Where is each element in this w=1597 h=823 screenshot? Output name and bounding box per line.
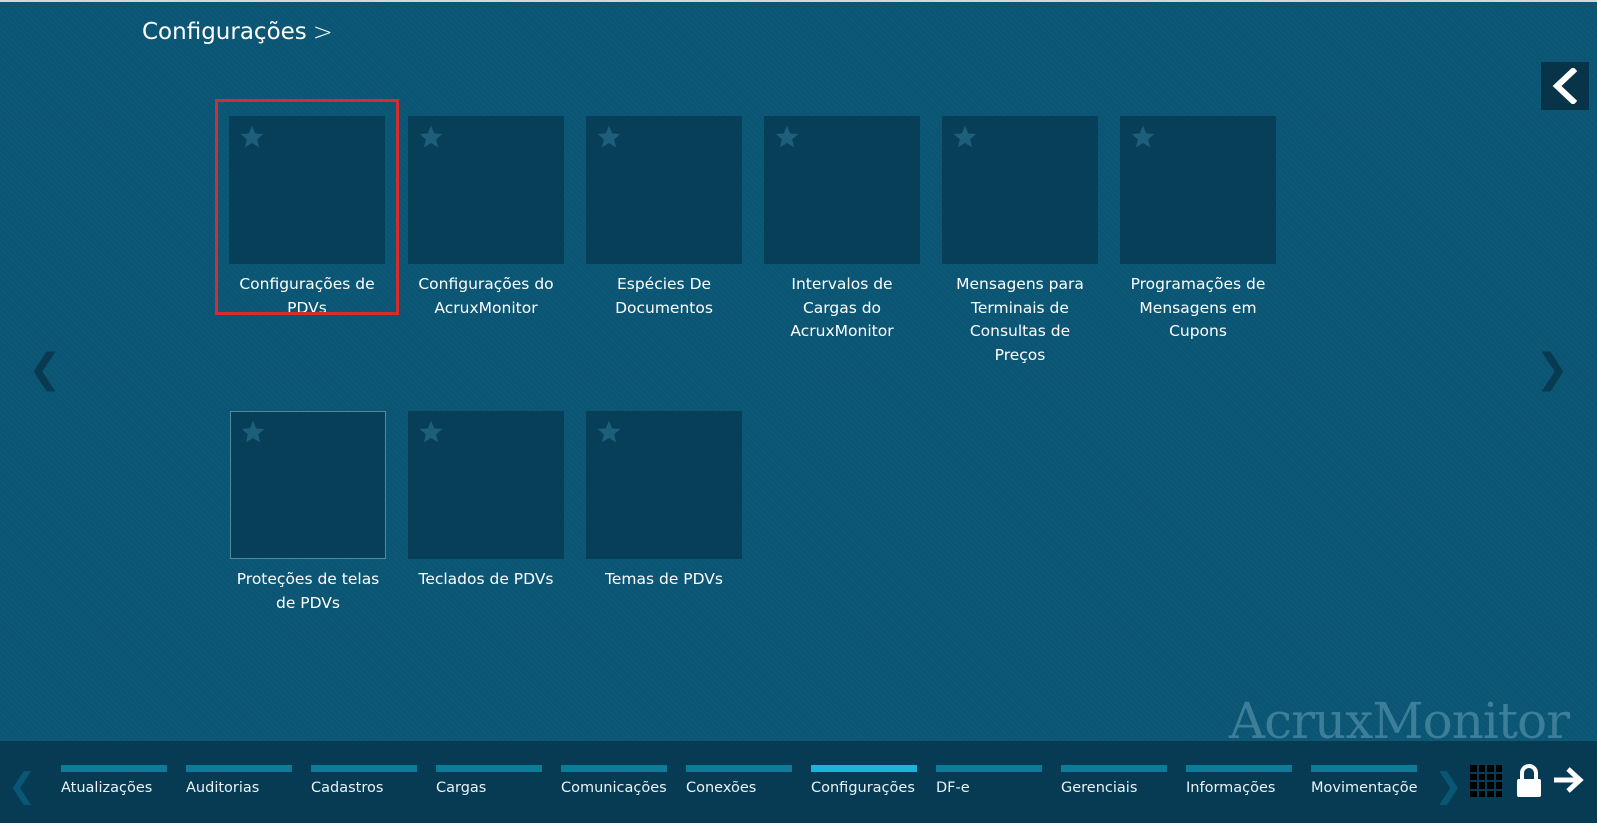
star-icon[interactable] [774,124,800,150]
nav-item-cargas[interactable]: Cargas [436,765,542,796]
page-title[interactable]: Configurações > [142,18,333,46]
bottom-nav-bar: ❮ Atualizações Auditorias Cadastros Carg… [0,741,1597,823]
star-icon[interactable] [418,124,444,150]
nav-item-auditorias[interactable]: Auditorias [186,765,292,796]
tile-protecoes-de-telas[interactable]: Proteções de telas de PDVs [219,411,397,615]
page-title-text: Configurações [142,19,307,45]
tile-box [230,411,386,559]
nav-scroll-right-arrow[interactable]: ❯ [1434,766,1463,806]
nav-item-label: Auditorias [186,780,260,796]
star-icon[interactable] [596,419,622,445]
star-icon[interactable] [596,124,622,150]
tile-intervalos-de-cargas[interactable]: Intervalos de Cargas do AcruxMonitor [753,116,931,344]
tile-box [408,116,564,264]
nav-item-label: Cargas [436,780,487,796]
tile-box [229,116,385,264]
tile-teclados-de-pdvs[interactable]: Teclados de PDVs [397,411,575,592]
lock-icon[interactable] [1515,763,1543,799]
nav-item-label: DF-e [936,780,970,796]
next-page-arrow[interactable]: ❯ [1535,346,1569,392]
tile-label: Proteções de telas de PDVs [236,570,380,612]
star-icon[interactable] [418,419,444,445]
nav-item-conexoes[interactable]: Conexões [686,765,792,796]
acruxmonitor-watermark: AcruxMonitor [1228,692,1570,750]
tile-label: Configurações de PDVs [239,275,375,317]
tile-temas-de-pdvs[interactable]: Temas de PDVs [575,411,753,592]
tile-label: Configurações do AcruxMonitor [418,275,554,317]
chevron-left-icon [1552,68,1578,104]
tile-box [586,116,742,264]
tile-configuracoes-de-pdvs[interactable]: Configurações de PDVs [215,99,399,317]
chevron-right-icon: > [312,18,333,46]
nav-item-cadastros[interactable]: Cadastros [311,765,417,796]
tile-label: Programações de Mensagens em Cupons [1130,275,1266,340]
nav-item-label: Cadastros [311,780,384,796]
tile-label: Mensagens para Terminais de Consultas de… [956,275,1084,364]
tile-box [1120,116,1276,264]
tile-box [408,411,564,559]
tile-mensagens-para-terminais[interactable]: Mensagens para Terminais de Consultas de… [931,116,1109,367]
nav-item-configuracoes[interactable]: Configurações [811,765,917,796]
nav-item-label: Movimentações [1311,780,1417,796]
exit-arrow-icon[interactable] [1552,765,1586,795]
tile-label: Teclados de PDVs [418,570,554,588]
tile-programacoes-de-mensagens[interactable]: Programações de Mensagens em Cupons [1109,116,1287,344]
tile-configuracoes-do-acruxmonitor[interactable]: Configurações do AcruxMonitor [397,116,575,320]
nav-item-comunicacoes[interactable]: Comunicações [561,765,667,796]
tile-label: Temas de PDVs [605,570,723,588]
previous-page-arrow[interactable]: ❮ [28,346,62,392]
nav-item-label: Informações [1186,780,1276,796]
nav-scroll-left-arrow[interactable]: ❮ [8,766,37,806]
nav-item-label: Comunicações [561,780,667,796]
star-icon[interactable] [239,124,265,150]
nav-item-label: Atualizações [61,780,153,796]
tile-label: Espécies De Documentos [615,275,713,317]
tile-label: Intervalos de Cargas do AcruxMonitor [790,275,894,340]
nav-item-gerenciais[interactable]: Gerenciais [1061,765,1167,796]
nav-item-informacoes[interactable]: Informações [1186,765,1292,796]
nav-item-movimentacoes[interactable]: Movimentações [1311,765,1417,796]
back-button[interactable] [1541,62,1589,110]
star-icon[interactable] [240,419,266,445]
tile-box [586,411,742,559]
star-icon[interactable] [1130,124,1156,150]
nav-item-label: Gerenciais [1061,780,1138,796]
apps-grid-icon[interactable] [1470,765,1502,797]
tile-box [764,116,920,264]
nav-item-label: Configurações [811,780,915,796]
nav-item-atualizacoes[interactable]: Atualizações [61,765,167,796]
tile-especies-de-documentos[interactable]: Espécies De Documentos [575,116,753,320]
nav-item-dfe[interactable]: DF-e [936,765,1042,796]
star-icon[interactable] [952,124,978,150]
tile-box [942,116,1098,264]
nav-item-label: Conexões [686,780,757,796]
